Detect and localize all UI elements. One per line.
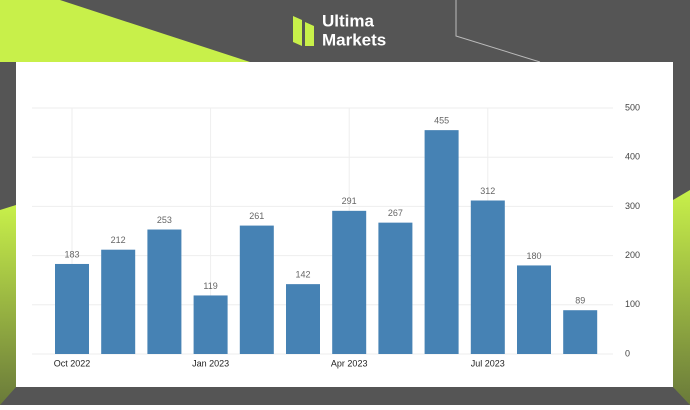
logo-mark bbox=[305, 22, 314, 46]
bar bbox=[517, 265, 551, 354]
bar bbox=[424, 130, 459, 354]
brand-line: Markets bbox=[322, 30, 386, 49]
data-label: 261 bbox=[249, 211, 264, 221]
data-label: 312 bbox=[480, 186, 495, 196]
data-label: 180 bbox=[526, 251, 541, 261]
bar bbox=[563, 310, 598, 354]
data-label: 291 bbox=[342, 196, 357, 206]
accent-right bbox=[673, 190, 690, 405]
data-label: 183 bbox=[64, 249, 79, 259]
x-tick-label: Jul 2023 bbox=[471, 358, 505, 368]
x-tick-label: Oct 2022 bbox=[54, 358, 91, 368]
bar bbox=[101, 249, 136, 354]
bar bbox=[470, 200, 505, 354]
bar bbox=[239, 225, 274, 354]
logo-mark bbox=[293, 16, 302, 46]
brand-line: Ultima bbox=[322, 11, 375, 30]
bar bbox=[147, 229, 182, 354]
accent-top bbox=[0, 0, 250, 62]
bar bbox=[378, 222, 413, 354]
y-tick-label: 400 bbox=[625, 152, 640, 162]
bar bbox=[332, 210, 367, 354]
y-tick-label: 100 bbox=[625, 299, 640, 309]
plot: 0 100 200 300 400 500 Oct 2022 Jan 2023 Apr 2023… bbox=[32, 102, 640, 368]
bar bbox=[286, 284, 320, 354]
data-label: 455 bbox=[434, 116, 449, 126]
logo: Ultima Markets bbox=[293, 11, 386, 49]
y-tick-label: 300 bbox=[625, 201, 640, 211]
data-label: 119 bbox=[203, 281, 217, 291]
y-tick-label: 200 bbox=[625, 250, 640, 260]
data-label: 267 bbox=[388, 208, 403, 218]
y-tick-label: 500 bbox=[625, 102, 640, 112]
data-label: 89 bbox=[575, 296, 585, 306]
data-label: 212 bbox=[111, 235, 126, 245]
deco-line bbox=[455, 0, 541, 63]
y-tick-label: 0 bbox=[625, 348, 630, 358]
x-tick-label: Apr 2023 bbox=[331, 358, 368, 368]
data-label: 142 bbox=[295, 270, 310, 280]
x-tick-label: Jan 2023 bbox=[192, 358, 229, 368]
accent-left bbox=[0, 205, 16, 405]
bar bbox=[55, 263, 89, 354]
data-label: 253 bbox=[157, 215, 172, 225]
bar bbox=[193, 295, 228, 354]
